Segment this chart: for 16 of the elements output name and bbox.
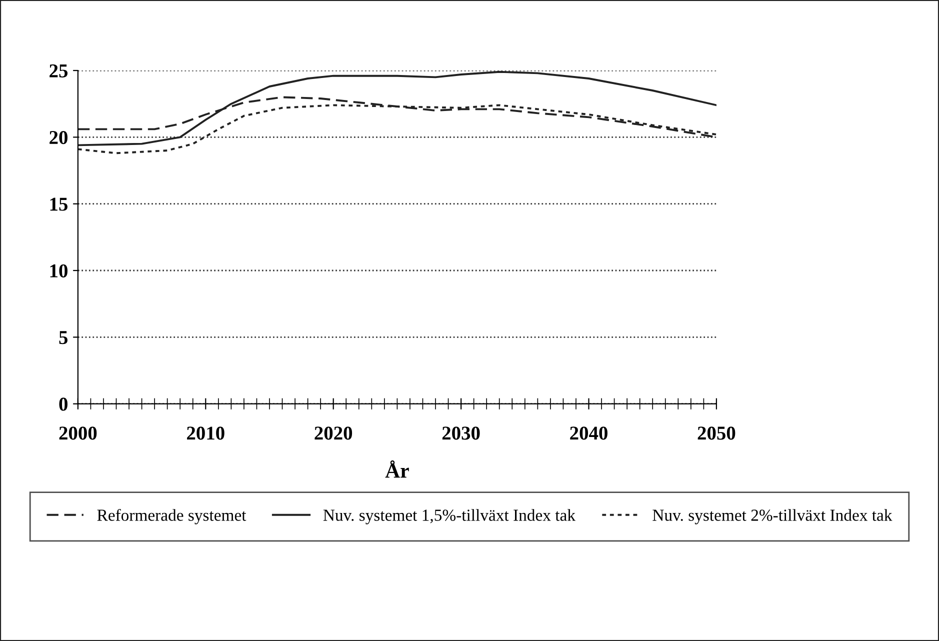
x-tick-label: 2050 xyxy=(698,426,736,440)
y-tick-label: 25 xyxy=(50,64,68,78)
x-tick-label: 2000 xyxy=(59,426,97,440)
y-tick-label: 10 xyxy=(50,264,68,278)
legend-label: Nuv. systemet 2%-tillväxt Index tak xyxy=(652,509,892,524)
legend-label: Nuv. systemet 1,5%-tillväxt Index tak xyxy=(323,509,576,524)
x-axis-title: År xyxy=(385,460,409,478)
y-tick-label: 5 xyxy=(59,331,68,344)
x-tick-label: 2020 xyxy=(314,426,352,440)
legend-label: Reformerade systemet xyxy=(97,508,246,524)
x-tick-label: 2010 xyxy=(187,426,224,440)
x-tick-label: 2030 xyxy=(442,426,480,440)
y-tick-label: 0 xyxy=(59,398,68,411)
y-tick-label: 15 xyxy=(50,198,68,211)
y-tick-label: 20 xyxy=(50,130,68,144)
x-tick-label: 2040 xyxy=(570,426,608,440)
